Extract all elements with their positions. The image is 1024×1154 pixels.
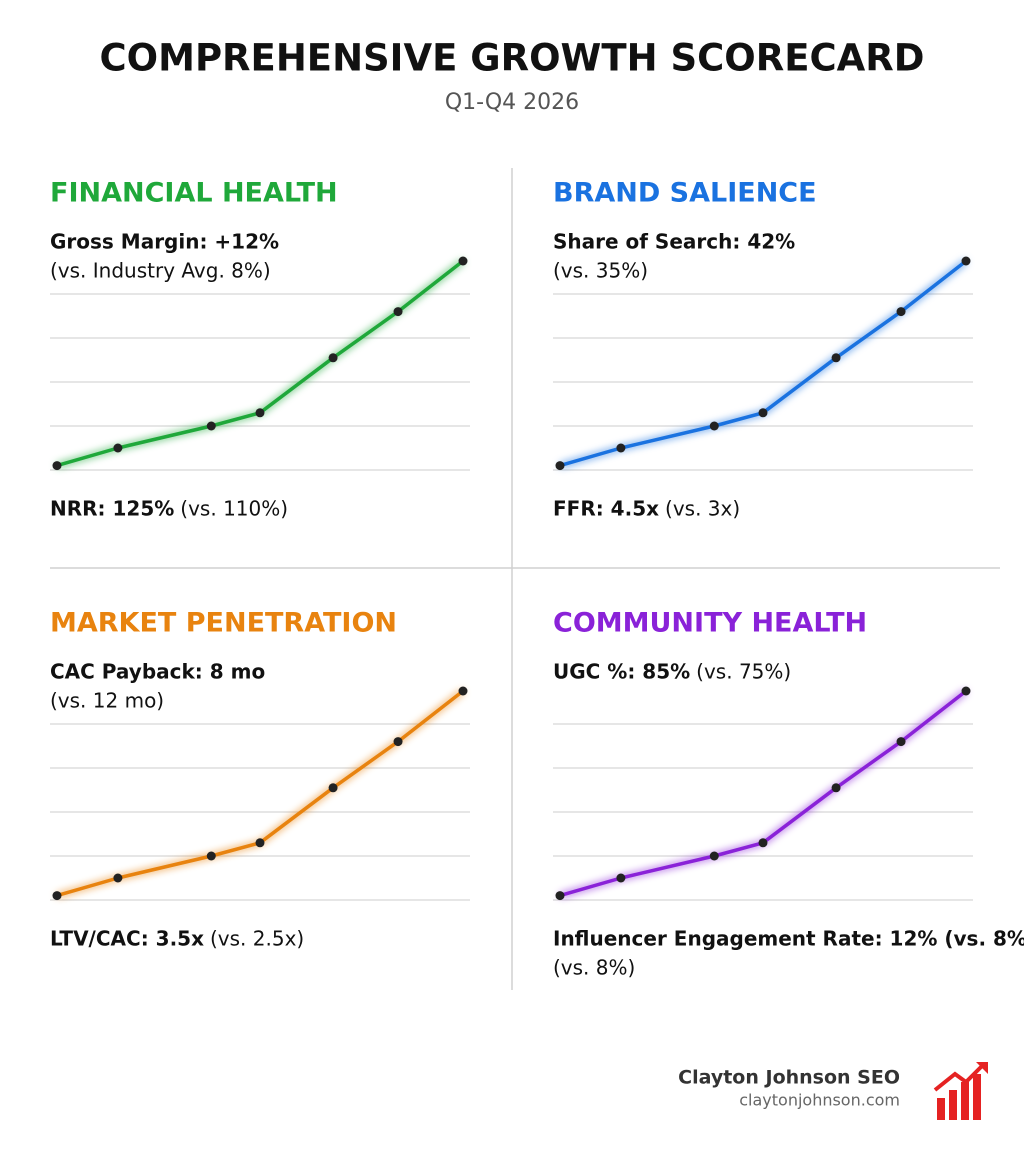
metric-label: UGC %: 85% [553, 660, 690, 684]
panel-title: BRAND SALIENCE [553, 178, 817, 209]
brand-name: Clayton Johnson SEO [678, 1067, 900, 1089]
data-point [393, 307, 403, 317]
data-point [896, 737, 906, 747]
data-point [255, 838, 265, 848]
brand-logo [933, 1062, 988, 1120]
data-point [458, 686, 468, 696]
metric-label: FFR: 4.5x [553, 497, 659, 521]
data-point [328, 353, 338, 363]
data-line [559, 689, 968, 898]
metric-comparison: (vs. 110%) [180, 497, 288, 521]
metric-label: Share of Search: 42% [553, 230, 795, 254]
metric-label: NRR: 125% [50, 497, 174, 521]
data-point [52, 891, 62, 901]
data-point [961, 256, 971, 266]
metric-comparison: (vs. 8%) [553, 956, 635, 980]
page-title: COMPREHENSIVE GROWTH SCORECARD [100, 37, 925, 80]
data-point [709, 421, 719, 431]
metric-comparison: (vs. 12 mo) [50, 689, 164, 713]
data-point [206, 851, 216, 861]
panel-title: MARKET PENETRATION [50, 608, 397, 639]
data-point [896, 307, 906, 317]
data-point [961, 686, 971, 696]
data-point [206, 421, 216, 431]
data-point [616, 443, 626, 453]
data-point [831, 353, 841, 363]
metric-comparison: (vs. 75%) [696, 660, 791, 684]
data-point [458, 256, 468, 266]
data-line [559, 259, 968, 468]
data-line [56, 689, 465, 898]
data-point [616, 873, 626, 883]
data-point [113, 443, 123, 453]
panel-title: COMMUNITY HEALTH [553, 608, 867, 639]
data-point [709, 851, 719, 861]
panel-title: FINANCIAL HEALTH [50, 178, 338, 209]
metric-comparison: (vs. Industry Avg. 8%) [50, 259, 271, 283]
data-point [758, 838, 768, 848]
data-point [555, 891, 565, 901]
data-point [758, 408, 768, 418]
data-point [393, 737, 403, 747]
page-subtitle: Q1-Q4 2026 [445, 90, 579, 115]
metric-comparison: (vs. 3x) [665, 497, 740, 521]
metric-comparison: (vs. 2.5x) [210, 927, 304, 951]
brand-website: claytonjohnson.com [739, 1091, 900, 1110]
metric-label: Influencer Engagement Rate: 12% (vs. 8%) [553, 927, 1024, 951]
data-point [831, 783, 841, 793]
data-point [555, 461, 565, 471]
metric-label: LTV/CAC: 3.5x [50, 927, 204, 951]
data-line [56, 259, 465, 468]
data-point [328, 783, 338, 793]
metric-comparison: (vs. 35%) [553, 259, 648, 283]
data-point [255, 408, 265, 418]
metric-label: Gross Margin: +12% [50, 230, 279, 254]
metric-label: CAC Payback: 8 mo [50, 660, 265, 684]
data-point [113, 873, 123, 883]
data-point [52, 461, 62, 471]
